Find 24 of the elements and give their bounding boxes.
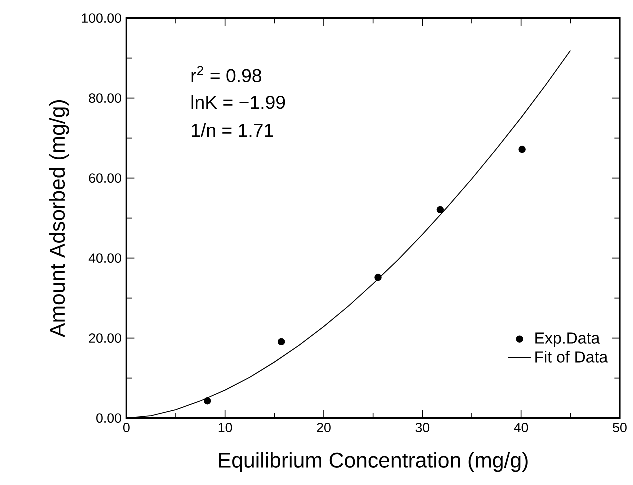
x-tick-label: 40 [514,423,528,432]
y-tick-label: 0.00 [96,414,122,424]
x-tick-label: 50 [613,423,627,432]
legend-label: Exp.Data [536,332,600,348]
y-tick-label: 100.00 [82,14,122,24]
y-axis-title: Amount Adsorbed (mg/g) [49,100,70,338]
y-tick-label: 40.00 [88,254,122,264]
point [518,146,526,154]
point [204,398,212,405]
x-tick-label: 20 [317,423,331,432]
x-tick-label: 0 [123,423,130,432]
y-tick-label: 80.00 [89,94,122,104]
point [278,338,286,346]
y-tick-label: 60.00 [89,174,122,184]
x-tick-label: 30 [416,423,430,432]
point [374,274,382,282]
y-tick-label: 20.00 [89,334,122,344]
annotation: 1/n = 1.71 [192,123,274,138]
legend-label: Fit of Data [536,351,608,363]
annotation: r$^{2}$ = 0.98 [192,66,262,82]
x-tick-label: 10 [218,423,232,432]
point [436,206,444,214]
x-axis-title: Equilibrium Concentration (mg/g) [219,452,528,472]
annotation: lnK = −1.99 [192,95,286,110]
